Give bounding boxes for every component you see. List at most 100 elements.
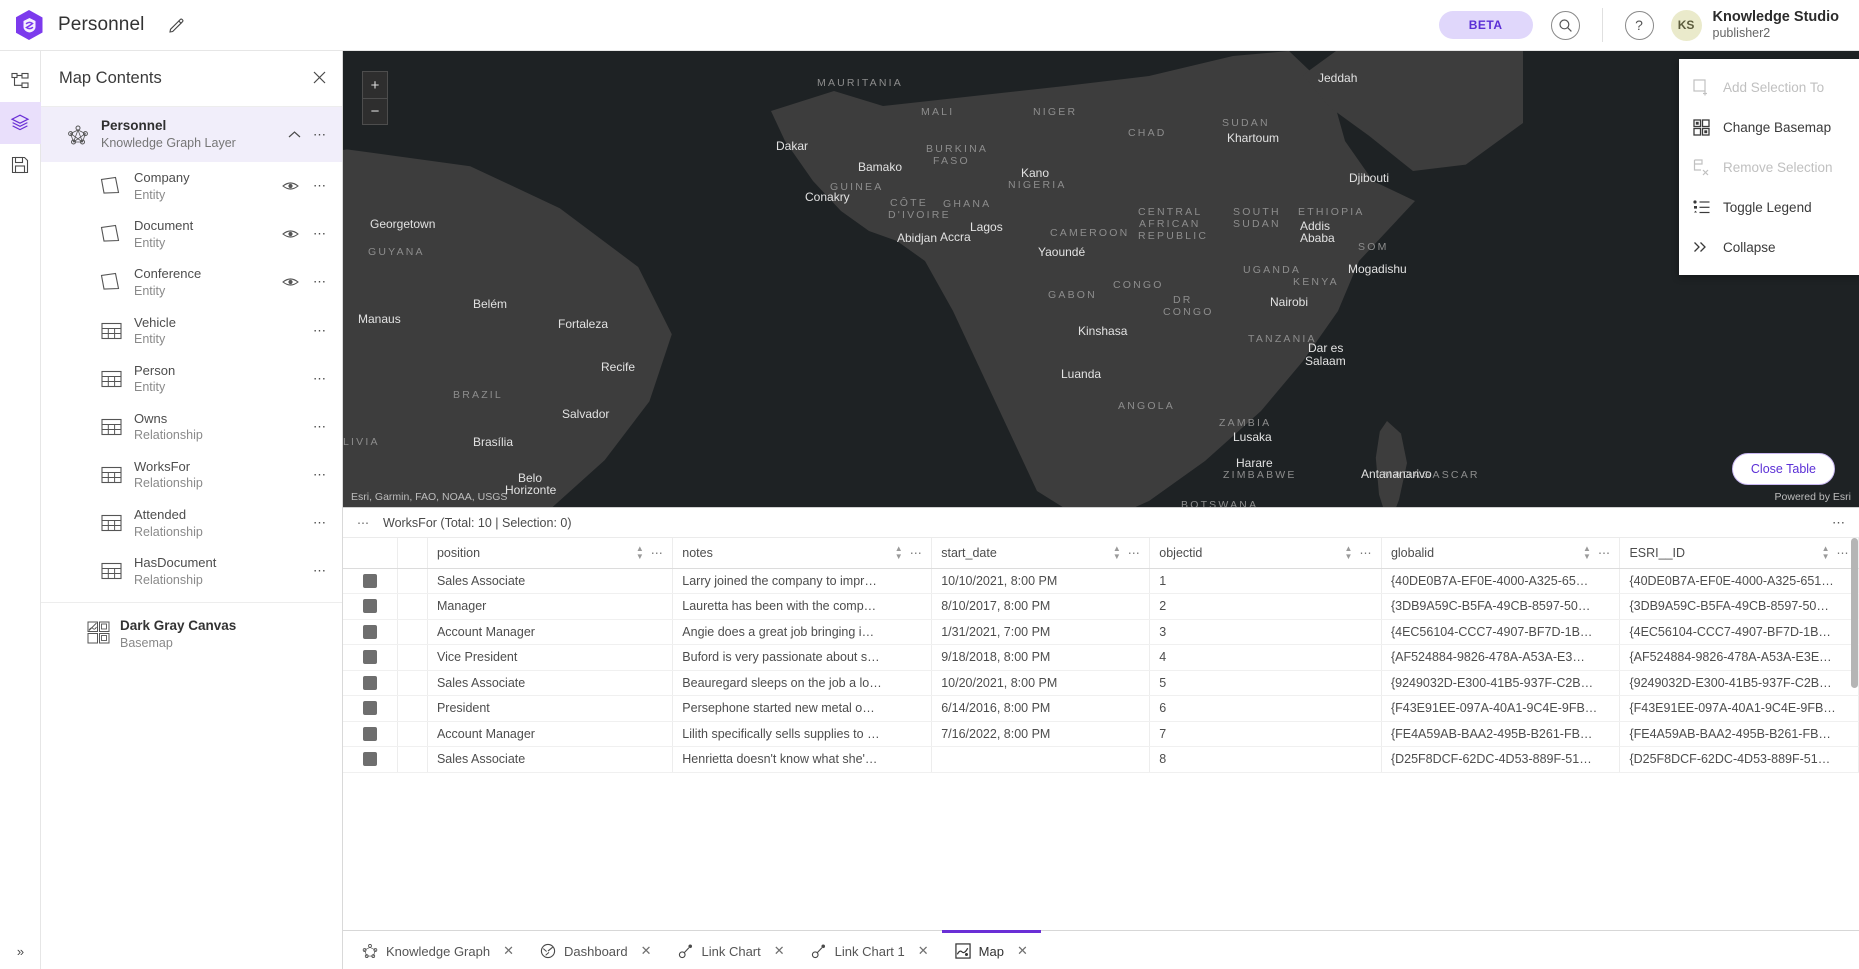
table-row[interactable]: President Persephone started new metal o…… bbox=[343, 695, 1859, 722]
sort-icon[interactable]: ▲ ▼ bbox=[1821, 544, 1830, 562]
save-icon[interactable] bbox=[0, 144, 41, 186]
chevron-up-icon[interactable] bbox=[282, 124, 307, 145]
table-row[interactable]: Sales Associate Beauregard sleeps on the … bbox=[343, 670, 1859, 696]
table-left-more-icon[interactable]: ⋯ bbox=[357, 515, 369, 530]
tab-knowledge-graph[interactable]: Knowledge Graph ✕ bbox=[349, 930, 527, 969]
column-header-esri-id[interactable]: ESRI__ID ▲ ▼ ⋯ bbox=[1619, 538, 1859, 569]
layer-item-company[interactable]: Company Entity ⋯ bbox=[41, 162, 342, 210]
column-menu-icon[interactable]: ⋯ bbox=[909, 545, 923, 560]
more-icon[interactable]: ⋯ bbox=[313, 370, 326, 386]
row-select-cell[interactable] bbox=[343, 695, 398, 722]
layer-item-person[interactable]: Person Entity ⋯ bbox=[41, 355, 342, 403]
table-row[interactable]: Manager Lauretta has been with the comp… 8… bbox=[343, 593, 1859, 620]
row-select-box[interactable] bbox=[363, 624, 377, 639]
tab-link-chart-1[interactable]: Link Chart 1 ✕ bbox=[798, 930, 942, 969]
column-menu-icon[interactable]: ⋯ bbox=[1597, 545, 1611, 560]
more-icon[interactable]: ⋯ bbox=[313, 178, 326, 194]
column-menu-icon[interactable]: ⋯ bbox=[1359, 545, 1372, 560]
column-header-globalid[interactable]: globalid ▲ ▼ ⋯ bbox=[1381, 538, 1621, 569]
table-options-icon[interactable]: ⋯ bbox=[1832, 514, 1845, 530]
row-select-box[interactable] bbox=[363, 675, 377, 690]
more-icon[interactable]: ⋯ bbox=[313, 418, 326, 434]
row-select-cell[interactable] bbox=[343, 593, 398, 620]
layer-item-conference[interactable]: Conference Entity ⋯ bbox=[41, 258, 342, 306]
row-select-box[interactable] bbox=[363, 573, 377, 588]
sort-icon[interactable]: ▲ ▼ bbox=[1583, 544, 1591, 562]
close-icon[interactable]: ✕ bbox=[773, 943, 785, 958]
context-menu-item-collapse[interactable]: Collapse bbox=[1679, 227, 1859, 267]
close-icon[interactable]: ✕ bbox=[640, 943, 652, 958]
sort-icon[interactable]: ▲ ▼ bbox=[1112, 544, 1121, 562]
layer-item-attended[interactable]: Attended Relationship ⋯ bbox=[41, 499, 342, 547]
row-select-cell[interactable] bbox=[343, 670, 398, 696]
layer-item-document[interactable]: Document Entity ⋯ bbox=[41, 210, 342, 258]
select-all-header[interactable] bbox=[343, 538, 398, 569]
row-select-cell[interactable] bbox=[343, 746, 398, 773]
context-menu-item-toggle-legend[interactable]: Toggle Legend bbox=[1679, 187, 1859, 227]
more-icon[interactable]: ⋯ bbox=[313, 563, 326, 579]
row-select-box[interactable] bbox=[363, 752, 377, 767]
more-icon[interactable]: ⋯ bbox=[313, 322, 326, 338]
tab-link-chart[interactable]: Link Chart ✕ bbox=[665, 930, 798, 969]
search-icon[interactable] bbox=[1550, 10, 1580, 40]
logo-container[interactable] bbox=[0, 10, 58, 40]
visibility-eye-icon[interactable] bbox=[274, 276, 307, 288]
more-icon[interactable]: ⋯ bbox=[313, 467, 326, 483]
column-menu-icon[interactable]: ⋯ bbox=[650, 545, 664, 560]
close-icon[interactable] bbox=[313, 71, 326, 87]
row-select-box[interactable] bbox=[363, 726, 377, 741]
row-select-cell[interactable] bbox=[343, 568, 398, 594]
column-menu-icon[interactable]: ⋯ bbox=[1127, 545, 1141, 560]
row-select-box[interactable] bbox=[363, 701, 377, 716]
table-scroll-region[interactable]: position ▲ ▼ ⋯ notes ▲ ▼ ⋯ start_date ▲ ▼ ⋯ objec… bbox=[343, 538, 1859, 930]
column-header-start-date[interactable]: start_date ▲ ▼ ⋯ bbox=[931, 538, 1151, 569]
sort-icon[interactable]: ▲ ▼ bbox=[635, 544, 644, 562]
close-table-button[interactable]: Close Table bbox=[1731, 453, 1835, 485]
visibility-eye-icon[interactable] bbox=[274, 180, 307, 192]
layers-icon[interactable] bbox=[0, 102, 41, 144]
more-icon[interactable]: ⋯ bbox=[313, 274, 326, 290]
table-vertical-scrollbar[interactable] bbox=[1851, 538, 1858, 688]
row-select-box[interactable] bbox=[363, 599, 377, 614]
table-row[interactable]: Account Manager Angie does a great job br… bbox=[343, 619, 1859, 645]
layer-item-hasdocument[interactable]: HasDocument Relationship ⋯ bbox=[41, 547, 342, 595]
table-row[interactable]: Sales Associate Henrietta doesn't know wh… bbox=[343, 746, 1859, 773]
expand-rail-icon[interactable]: » bbox=[16, 944, 25, 959]
row-select-cell[interactable] bbox=[343, 644, 398, 671]
close-icon[interactable]: ✕ bbox=[1016, 943, 1028, 958]
map-canvas[interactable]: + − MAURITANIA MALI NIGER CHAD SUDAN BURKINA F… bbox=[343, 51, 1859, 507]
sort-icon[interactable]: ▲ ▼ bbox=[1344, 544, 1353, 562]
hierarchy-icon[interactable] bbox=[0, 60, 41, 102]
row-select-box[interactable] bbox=[363, 650, 377, 665]
close-icon[interactable]: ✕ bbox=[917, 943, 929, 958]
context-menu-item-change-basemap[interactable]: Change Basemap bbox=[1679, 107, 1859, 147]
layer-item-vehicle[interactable]: Vehicle Entity ⋯ bbox=[41, 307, 342, 355]
zoom-out-button[interactable]: − bbox=[363, 98, 387, 124]
layer-root-personnel[interactable]: Personnel Knowledge Graph Layer ⋯ bbox=[41, 107, 342, 163]
tab-map[interactable]: Map ✕ bbox=[941, 930, 1041, 969]
column-header-position[interactable]: position ▲ ▼ ⋯ bbox=[427, 538, 674, 569]
more-icon[interactable]: ⋯ bbox=[313, 515, 326, 531]
column-header-objectid[interactable]: objectid ▲ ▼ ⋯ bbox=[1149, 538, 1382, 569]
layer-item-worksfor[interactable]: WorksFor Relationship ⋯ bbox=[41, 451, 342, 499]
table-row[interactable]: Sales Associate Larry joined the company … bbox=[343, 568, 1859, 594]
more-icon[interactable]: ⋯ bbox=[313, 226, 326, 242]
more-icon[interactable]: ⋯ bbox=[313, 126, 326, 142]
user-info[interactable]: Knowledge Studio publisher2 bbox=[1713, 8, 1839, 42]
column-menu-icon[interactable]: ⋯ bbox=[1836, 545, 1849, 560]
row-select-cell[interactable] bbox=[343, 721, 398, 747]
pencil-icon[interactable] bbox=[168, 17, 185, 34]
layer-item-owns[interactable]: Owns Relationship ⋯ bbox=[41, 403, 342, 451]
row-select-cell[interactable] bbox=[343, 619, 398, 645]
sort-icon[interactable]: ▲ ▼ bbox=[894, 544, 903, 562]
column-header-notes[interactable]: notes ▲ ▼ ⋯ bbox=[672, 538, 933, 569]
zoom-in-button[interactable]: + bbox=[370, 76, 380, 94]
avatar[interactable]: KS bbox=[1670, 9, 1702, 41]
table-row[interactable]: Vice President Buford is very passionate … bbox=[343, 644, 1859, 671]
help-icon[interactable]: ? bbox=[1624, 10, 1654, 40]
close-icon[interactable]: ✕ bbox=[503, 943, 514, 958]
tab-dashboard[interactable]: Dashboard ✕ bbox=[527, 930, 665, 969]
table-row[interactable]: Account Manager Lilith specifically sells… bbox=[343, 721, 1859, 747]
basemap-section[interactable]: Dark Gray Canvas Basemap bbox=[41, 601, 342, 666]
visibility-eye-icon[interactable] bbox=[274, 228, 307, 240]
